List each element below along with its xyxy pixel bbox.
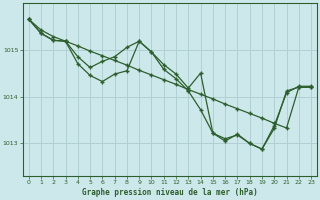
X-axis label: Graphe pression niveau de la mer (hPa): Graphe pression niveau de la mer (hPa) [82, 188, 258, 197]
